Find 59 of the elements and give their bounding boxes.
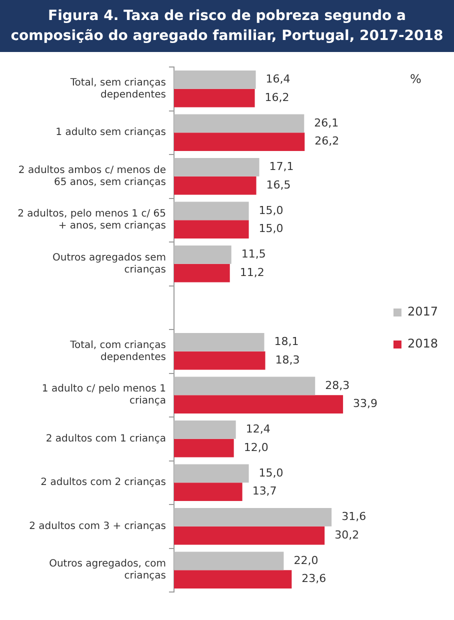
chart-title: Figura 4. Taxa de risco de pobreza segundo a composição do agregado familiar, Portugal, 2017-2018 — [0, 0, 454, 52]
data-label: 22,0 — [294, 554, 318, 567]
data-label: 30,2 — [334, 528, 360, 542]
data-label: 16,5 — [266, 178, 291, 192]
data-label: 11,2 — [240, 266, 264, 279]
y-tick-label: Total, com crianças dependentes — [69, 340, 166, 363]
bar — [174, 246, 232, 264]
data-label: 31,6 — [342, 510, 366, 524]
y-tick-label: Outros agregados sem crianças — [52, 252, 166, 276]
bar — [174, 552, 284, 570]
data-label: 33,9 — [353, 397, 378, 410]
bar — [174, 220, 249, 238]
bar — [174, 508, 332, 526]
data-label: 16,2 — [264, 90, 290, 104]
y-tick-label: Total, sem crianças dependentes — [69, 77, 166, 100]
data-label: 15,0 — [258, 466, 284, 480]
data-label: 23,6 — [302, 572, 326, 586]
bar — [174, 376, 316, 396]
y-tick-label: 2 adultos, pelo menos 1 c/ 65 + anos, sem crianças — [18, 208, 166, 232]
data-label: 28,3 — [325, 378, 350, 392]
text: % — [410, 72, 422, 86]
bar — [174, 88, 255, 108]
bar — [174, 264, 230, 282]
bar — [174, 351, 266, 370]
data-label: 26,1 — [314, 116, 339, 130]
bar — [174, 132, 305, 151]
bar — [174, 570, 292, 588]
bar — [174, 114, 304, 133]
y-tick-label: 2 adultos com 1 criança — [46, 433, 166, 444]
bar — [174, 395, 344, 414]
y-tick-label: 2 adultos com 2 crianças — [40, 477, 166, 488]
data-label: 18,1 — [274, 335, 299, 348]
bar — [174, 438, 234, 458]
legend-label: 2017 — [407, 304, 438, 319]
data-label: 18,3 — [275, 353, 300, 366]
data-label: 13,7 — [252, 484, 277, 498]
y-tick-label: 2 adultos com 3 + crianças — [29, 520, 166, 532]
data-label: 17,1 — [269, 160, 294, 174]
y-tick-label: 1 adulto c/ pelo menos 1 criança — [42, 384, 166, 407]
bar — [174, 158, 260, 176]
data-label: 26,2 — [314, 134, 340, 148]
bar — [174, 526, 325, 545]
data-label: 16,4 — [266, 72, 290, 86]
bar — [174, 464, 249, 483]
bar — [174, 176, 256, 195]
legend-label: 2018 — [407, 336, 438, 351]
data-label: 12,0 — [244, 440, 268, 454]
bar — [174, 420, 236, 439]
bar — [174, 70, 256, 89]
data-label: 11,5 — [241, 248, 266, 261]
data-label: 12,4 — [246, 422, 270, 436]
data-label: 15,0 — [258, 204, 284, 217]
bar — [174, 202, 249, 220]
bar — [174, 333, 264, 352]
bar — [174, 482, 242, 501]
y-tick-label: Outros agregados, com crianças — [49, 558, 166, 582]
data-label: 15,0 — [258, 222, 284, 236]
y-tick-label: 1 adulto sem crianças — [56, 127, 166, 138]
y-tick-label: 2 adultos ambos c/ menos de 65 anos, sem crianças — [18, 164, 166, 188]
